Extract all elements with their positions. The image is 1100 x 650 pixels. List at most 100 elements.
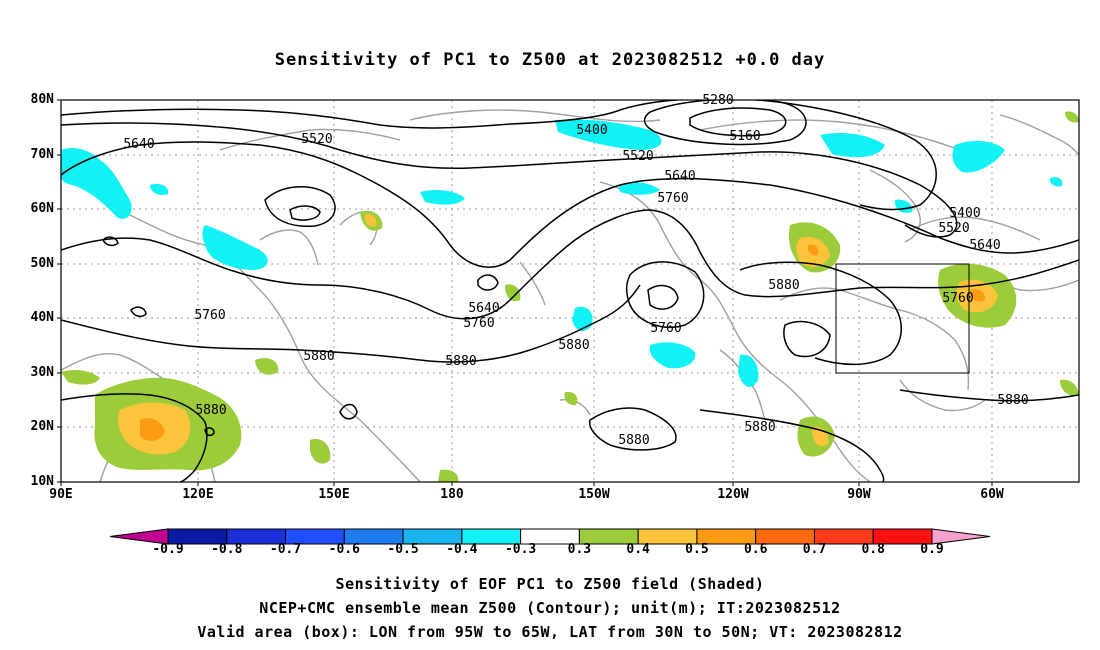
shade-yellow-patch: [364, 214, 377, 227]
sensitivity-shading: [61, 111, 1079, 482]
shade-cyan-patch: [1049, 177, 1063, 187]
contour-label: 5880: [195, 403, 226, 418]
footer-line-shading: Sensitivity of EOF PC1 to Z500 field (Sh…: [335, 575, 765, 593]
lat-label-50n: 50N: [30, 256, 54, 271]
colorbar-tick-label: -0.5: [387, 542, 419, 557]
contour-low-5: [477, 274, 499, 291]
contour-label: 5880: [445, 354, 476, 369]
shade-green-patch: [1065, 111, 1079, 123]
colorbar-tick-label: 0.3: [567, 542, 592, 557]
contour-small-1: [102, 236, 119, 247]
contour-5880c: [899, 389, 1079, 402]
colorbar-tick-label: 0.5: [685, 542, 709, 557]
contour-small-3: [339, 403, 358, 420]
shade-green-patch: [255, 358, 279, 375]
shade-orange-patch: [970, 289, 986, 302]
colorbar-tick-label: 0.6: [743, 542, 768, 557]
contour-label: 5880: [744, 420, 775, 435]
valid-area-box: [835, 263, 970, 374]
lon-label-120e: 120E: [182, 487, 214, 502]
contour-small-4: [783, 320, 831, 358]
contour-low-4: [647, 284, 679, 310]
shade-green-patch: [564, 391, 578, 406]
contour-label: 5880: [768, 278, 799, 293]
contour-5160: [689, 107, 787, 137]
contour-label: 5880: [997, 393, 1028, 408]
shade-orange-patch: [140, 418, 165, 441]
colorbar-tick-label: 0.8: [861, 542, 885, 557]
colorbar-extend-high: [931, 528, 991, 545]
contour-5280: [643, 100, 807, 146]
contour-label: 5760: [194, 308, 225, 323]
contour-5400: [61, 100, 937, 211]
contour-label: 5760: [657, 191, 688, 206]
shade-cyan-patch: [894, 199, 913, 213]
map-area: [61, 100, 1079, 482]
colorbar-tick-label: -0.3: [504, 542, 537, 557]
contour-label: 5400: [576, 123, 607, 138]
contour-5880e: [699, 409, 885, 482]
lon-label-90w: 90W: [847, 487, 871, 502]
lat-label-20n: 20N: [30, 419, 54, 434]
shade-cyan-patch: [150, 184, 169, 195]
colorbar-tick-label: 0.9: [920, 542, 944, 557]
contour-label: 5760: [650, 321, 681, 336]
lat-label-80n: 80N: [30, 92, 54, 107]
lat-label-10n: 10N: [30, 474, 54, 489]
colorbar-tick-label: -0.7: [269, 542, 302, 557]
shade-green-patch: [61, 370, 100, 385]
shade-cyan-patch: [738, 354, 759, 387]
lat-label-40n: 40N: [30, 310, 54, 325]
shade-green-patch: [310, 439, 331, 464]
contour-low-1: [264, 186, 336, 228]
contour-label: 5520: [938, 221, 969, 236]
contour-5640: [61, 141, 1079, 268]
contour-5880: [61, 284, 641, 363]
z500-contours: [61, 100, 1079, 482]
shade-cyan-patch: [572, 306, 593, 332]
contour-label: 5760: [942, 291, 973, 306]
colorbar-tick-label: -0.6: [328, 542, 360, 557]
lon-label-180: 180: [440, 487, 464, 502]
contour-labels: 5280 5160 5400 5520 5640 5760 5880 5400 …: [123, 93, 1028, 448]
lat-label-30n: 30N: [30, 365, 54, 380]
contour-5520: [61, 122, 958, 238]
contour-label: 5400: [949, 206, 980, 221]
contour-label: 5880: [558, 338, 589, 353]
contour-label: 5640: [664, 169, 695, 184]
map-title: Sensitivity of PC1 to Z500 at 2023082512…: [274, 50, 826, 70]
contour-small-5: [204, 427, 215, 437]
map-frame: [60, 99, 1080, 483]
contour-label: 5640: [468, 301, 499, 316]
shade-cyan-patch: [61, 148, 132, 219]
contour-label: 5760: [463, 316, 494, 331]
shade-cyan-patch: [202, 225, 268, 270]
contour-5880b: [739, 261, 902, 366]
contour-5880f: [61, 393, 208, 482]
shade-cyan-patch: [820, 133, 885, 158]
shade-cyan-patch: [420, 190, 465, 205]
lon-label-60w: 60W: [980, 487, 1004, 502]
contour-label: 5880: [618, 433, 649, 448]
contour-5760: [61, 209, 1079, 320]
contour-label: 5160: [729, 129, 760, 144]
lon-label-150e: 150E: [318, 487, 350, 502]
shade-orange-patch: [807, 244, 819, 256]
contour-low-3: [625, 261, 705, 329]
contour-label: 5640: [123, 137, 154, 152]
lon-label-90e: 90E: [49, 487, 73, 502]
shade-green-patch: [505, 284, 521, 302]
lon-label-120w: 120W: [717, 487, 749, 502]
contour-label: 5640: [969, 238, 1000, 253]
contour-label: 5520: [622, 149, 653, 164]
lat-label-60n: 60N: [30, 201, 54, 216]
colorbar-tick-label: -0.9: [152, 542, 184, 557]
colorbar-tick-label: 0.7: [802, 542, 827, 557]
shade-cyan-patch: [618, 182, 660, 195]
colorbar-tick-label: 0.4: [626, 542, 650, 557]
shade-green-patch: [1060, 379, 1079, 396]
contour-low-2: [289, 205, 321, 221]
colorbar-tick-label: -0.4: [446, 542, 478, 557]
axis-ticks: [57, 99, 993, 486]
